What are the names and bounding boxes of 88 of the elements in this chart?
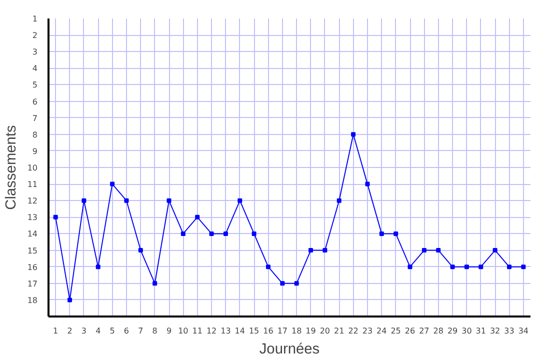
point (521, 264, 526, 270)
y-tick-label: 18 (27, 296, 38, 305)
point (82, 198, 86, 203)
point (436, 248, 441, 253)
point (124, 198, 129, 203)
x-tick-label: 26 (404, 326, 416, 336)
point (96, 264, 100, 270)
x-tick-label: 13 (220, 326, 231, 336)
point (195, 214, 200, 220)
x-tick-label: 31 (476, 326, 486, 336)
point (394, 231, 398, 236)
point (266, 264, 270, 270)
x-tick-label: 18 (292, 326, 302, 336)
x-tick-label: 23 (362, 326, 373, 336)
y-tick-label: 6 (32, 97, 38, 106)
y-tick-label: 2 (32, 31, 38, 40)
y-tick-label: 14 (27, 230, 38, 239)
x-tick-label: 17 (277, 326, 288, 336)
y-tick-label: 1 (32, 14, 38, 24)
point (238, 198, 242, 203)
y-tick-label: 17 (27, 279, 38, 288)
point (308, 248, 314, 253)
y-tick-label: 10 (27, 164, 38, 172)
y-tick-label: 3 (32, 48, 38, 57)
x-tick-label: 27 (419, 326, 430, 336)
x-tick-label: 28 (433, 326, 444, 336)
x-tick-label: 7 (138, 326, 144, 336)
point (223, 231, 228, 236)
point (138, 248, 143, 253)
point (209, 231, 214, 236)
y-tick-label: 13 (27, 213, 38, 222)
x-axis-title: Journées (259, 342, 320, 358)
point (365, 182, 370, 186)
point (166, 198, 172, 203)
x-tick-label: 25 (390, 326, 401, 336)
point (464, 264, 469, 270)
y-tick-label: 12 (27, 196, 38, 206)
x-tick-label: 30 (462, 326, 472, 336)
x-tick-label: 12 (206, 326, 217, 336)
point (422, 248, 426, 253)
x-tick-label: 33 (504, 326, 514, 336)
x-tick-label: 3 (81, 326, 86, 336)
x-tick-label: 21 (334, 326, 344, 336)
y-tick-label: 11 (27, 180, 38, 190)
point (379, 231, 384, 236)
x-tick-label: 19 (306, 326, 316, 336)
point (294, 281, 299, 286)
point (152, 281, 158, 286)
x-tick-label: 6 (124, 326, 130, 336)
y-axis-title: Classements (3, 125, 20, 210)
point (53, 214, 58, 220)
x-tick-label: 5 (110, 326, 115, 336)
x-tick-label: 10 (178, 326, 188, 336)
point (478, 264, 484, 270)
point (68, 298, 72, 302)
point (280, 281, 285, 286)
y-tick-label: 7 (32, 114, 38, 123)
y-tick-label: 15 (27, 246, 38, 256)
x-tick-label: 1 (53, 326, 58, 336)
x-tick-label: 4 (96, 326, 101, 336)
x-tick-label: 29 (447, 326, 458, 336)
x-tick-label: 22 (348, 326, 358, 336)
x-tick-label: 14 (234, 326, 245, 336)
point (110, 182, 115, 186)
x-tick-label: 32 (490, 326, 500, 336)
x-tick-label: 8 (152, 326, 158, 336)
x-tick-label: 2 (67, 326, 72, 336)
x-tick-label: 34 (518, 326, 529, 336)
point (351, 132, 356, 137)
x-tick-label: 16 (263, 326, 274, 336)
y-tick-label: 5 (32, 80, 38, 90)
point (506, 264, 512, 270)
x-tick-label: 20 (320, 326, 330, 336)
x-tick-label: 24 (376, 326, 387, 336)
point (408, 264, 412, 270)
y-tick-label: 9 (32, 146, 38, 156)
point (180, 231, 186, 236)
x-tick-label: 9 (166, 326, 172, 336)
point (450, 264, 455, 270)
y-tick-label: 16 (27, 262, 38, 272)
point (322, 248, 328, 253)
point (492, 248, 498, 253)
x-tick-label: 11 (192, 326, 202, 336)
point (252, 231, 256, 236)
x-tick-label: 15 (248, 326, 260, 336)
point (336, 198, 342, 203)
y-tick-label: 4 (32, 64, 38, 74)
y-tick-label: 8 (32, 130, 38, 140)
